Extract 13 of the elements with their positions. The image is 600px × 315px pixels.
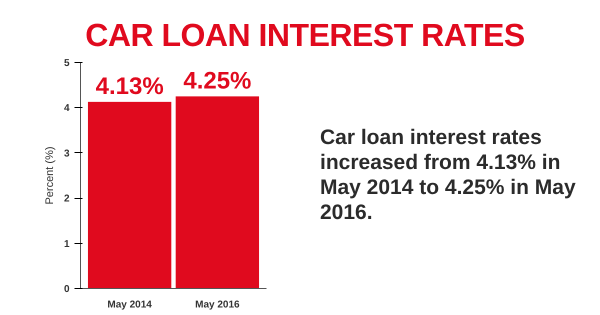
y-tick-label: 3 — [64, 148, 70, 160]
data-label: 4.25% — [183, 67, 252, 94]
x-tick-label: May 2016 — [195, 300, 240, 310]
y-tick-label: 0 — [64, 284, 70, 295]
y-tick-label: 5 — [64, 58, 70, 69]
data-label: 4.13% — [96, 72, 164, 100]
chart-title: CAR LOAN INTEREST RATES — [85, 16, 525, 55]
text: Car loan interest rates increased from 4.13% in May 2014 to 4.25% in May 2016. — [320, 125, 577, 225]
y-axis-title: Percent (%) — [44, 146, 56, 205]
y-tick-label: 1 — [64, 238, 70, 250]
y-tick-label: 4 — [64, 103, 70, 114]
x-tick-label: May 2014 — [107, 300, 152, 310]
y-tick-label: 2 — [64, 194, 70, 205]
